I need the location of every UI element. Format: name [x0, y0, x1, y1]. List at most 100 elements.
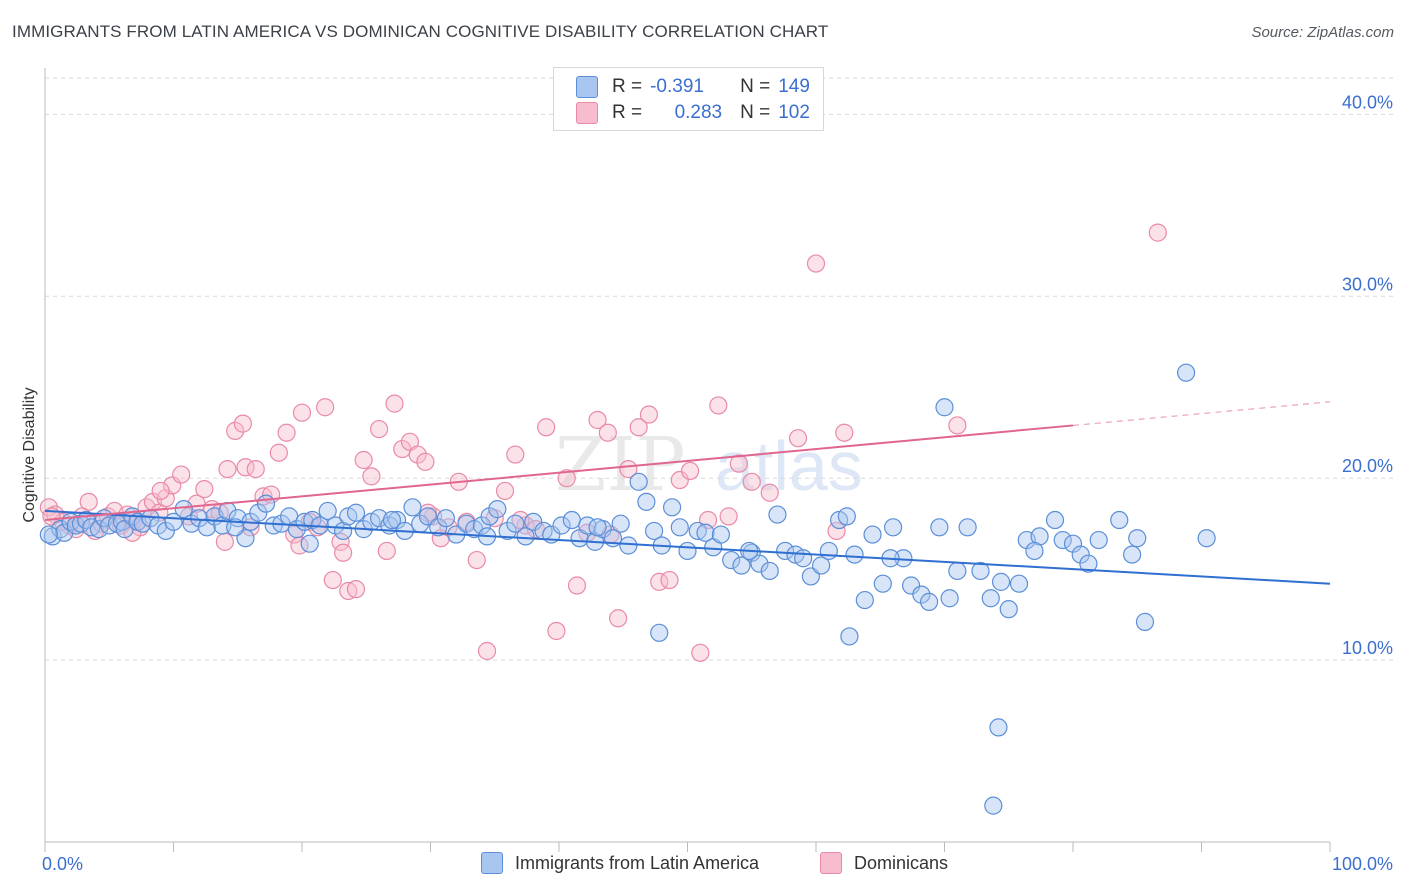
point-immigrants	[750, 554, 769, 573]
point-immigrants	[845, 545, 864, 564]
point-immigrants	[678, 541, 697, 561]
point-dominicans	[806, 254, 826, 273]
y-tick-label: 40.0%	[1342, 92, 1393, 112]
point-dominicans	[151, 481, 170, 501]
chart-title: IMMIGRANTS FROM LATIN AMERICA VS DOMINIC…	[12, 22, 829, 41]
point-dominicans	[226, 421, 245, 440]
point-dominicans	[79, 492, 98, 511]
point-immigrants	[1089, 530, 1108, 550]
point-immigrants	[650, 623, 669, 642]
point-dominicans	[292, 403, 312, 422]
point-immigrants	[637, 492, 656, 511]
point-dominicans	[619, 459, 638, 479]
point-immigrants	[488, 500, 507, 519]
point-immigrants	[39, 525, 58, 544]
point-dominicans	[269, 443, 288, 462]
point-immigrants	[156, 521, 175, 541]
point-dominicans	[233, 414, 252, 433]
point-dominicans	[416, 452, 435, 471]
point-dominicans	[709, 396, 728, 415]
point-dominicans	[660, 570, 679, 590]
point-dominicans	[195, 480, 214, 499]
point-immigrants	[619, 536, 638, 555]
point-immigrants	[1025, 541, 1044, 561]
point-immigrants	[249, 503, 268, 522]
source-label: Source: ZipAtlas.com	[1251, 24, 1394, 41]
legend-label: Dominicans	[854, 852, 949, 873]
point-immigrants	[768, 505, 787, 524]
point-dominicans	[719, 507, 738, 526]
r-label: R =	[612, 102, 643, 123]
y-tick-label: 20.0%	[1342, 456, 1393, 476]
point-immigrants	[999, 600, 1018, 619]
point-immigrants	[436, 509, 456, 528]
point-dominicans	[598, 423, 617, 442]
legend-label: Immigrants from Latin America	[515, 852, 760, 873]
point-dominicans	[277, 423, 296, 442]
n-value: 149	[778, 76, 810, 97]
point-immigrants	[662, 498, 682, 517]
point-immigrants	[1197, 529, 1216, 548]
point-immigrants	[1079, 554, 1098, 573]
point-dominicans	[827, 521, 846, 541]
n-label: N =	[740, 76, 771, 97]
y-axis-label: Cognitive Disability	[21, 387, 38, 523]
point-immigrants	[984, 796, 1003, 815]
point-dominicans	[760, 483, 779, 502]
point-immigrants	[611, 514, 630, 533]
point-immigrants	[174, 500, 193, 519]
point-dominicans	[788, 429, 808, 448]
r-label: R =	[612, 76, 643, 97]
point-dominicans	[354, 450, 373, 470]
point-dominicans	[567, 576, 587, 595]
trend-line-dominicans	[44, 424, 1074, 522]
r-value: 0.283	[674, 102, 723, 123]
point-dominicans	[362, 467, 381, 486]
point-immigrants	[498, 521, 517, 541]
point-immigrants	[1045, 510, 1065, 530]
watermark: ZIP atlas	[555, 422, 863, 508]
point-immigrants	[873, 574, 892, 593]
point-immigrants	[989, 718, 1008, 737]
point-immigrants	[506, 514, 525, 533]
point-dominicans	[218, 459, 237, 479]
point-immigrants	[855, 590, 874, 610]
point-immigrants	[711, 525, 731, 544]
point-immigrants	[1009, 574, 1029, 593]
points-layer	[39, 223, 1216, 815]
point-dominicans	[835, 423, 854, 442]
pink-swatch-icon	[820, 852, 842, 874]
point-immigrants	[300, 534, 319, 553]
point-dominicans	[680, 461, 700, 481]
point-dominicans	[323, 570, 342, 590]
point-immigrants	[1053, 530, 1072, 550]
point-dominicans	[467, 550, 486, 570]
pink-swatch-icon	[576, 102, 598, 124]
point-dominicans	[691, 643, 710, 662]
point-dominicans	[537, 418, 556, 437]
point-immigrants	[524, 512, 543, 531]
point-immigrants	[840, 627, 859, 646]
point-dominicans	[729, 454, 749, 473]
point-dominicans	[316, 398, 335, 417]
watermark-zip: ZIP	[555, 422, 685, 508]
legend-item-dominicans: Dominicans	[820, 852, 948, 874]
point-immigrants	[919, 592, 939, 611]
point-dominicans	[477, 641, 497, 661]
axes	[44, 68, 1331, 852]
point-dominicans	[506, 445, 525, 464]
point-immigrants	[1128, 529, 1147, 548]
point-immigrants	[837, 507, 856, 526]
point-immigrants	[552, 516, 571, 535]
point-immigrants	[1071, 545, 1090, 564]
point-immigrants	[732, 556, 751, 575]
point-dominicans	[948, 416, 967, 435]
point-immigrants	[696, 523, 715, 542]
point-dominicans	[629, 418, 648, 437]
point-immigrants	[480, 507, 499, 526]
point-immigrants	[1135, 612, 1155, 631]
point-immigrants	[776, 541, 795, 561]
point-immigrants	[318, 501, 337, 521]
point-immigrants	[562, 510, 581, 530]
